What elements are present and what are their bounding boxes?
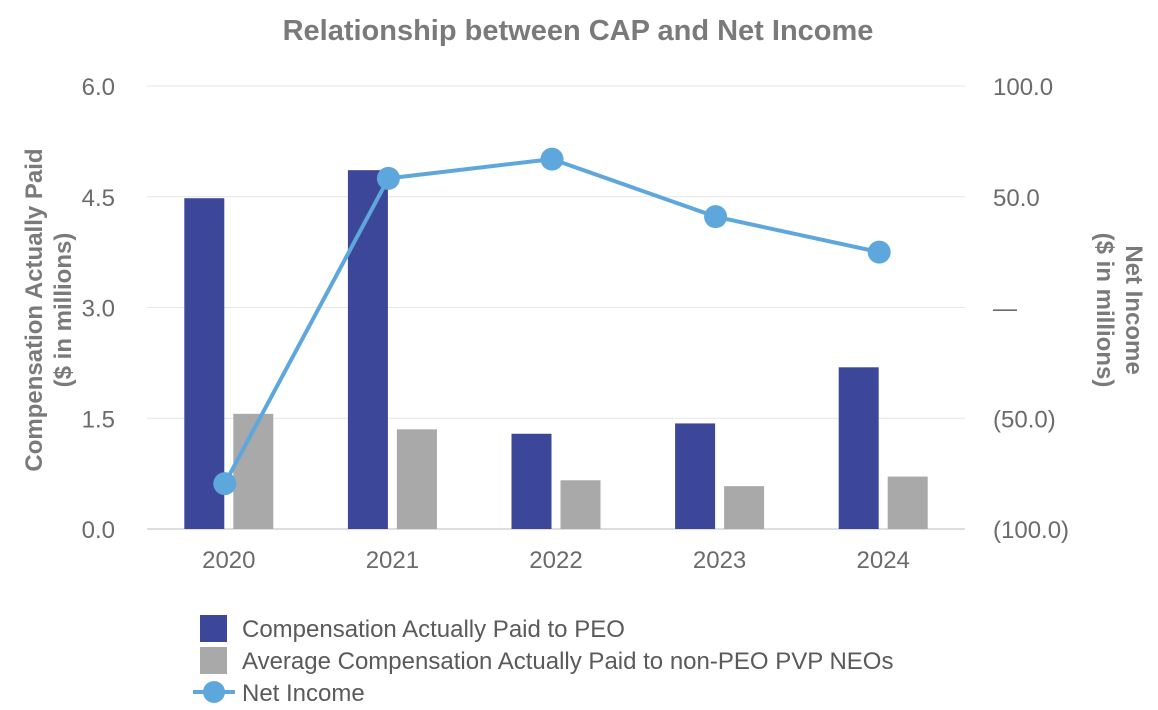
bar-non-peo-cap [724,486,765,529]
left-tick-label: 1.5 [82,406,115,433]
legend-swatch-peo [200,615,227,642]
right-axis-ticks: (100.0) (50.0) — 50.0 100.0 [993,74,1069,544]
right-axis-title-line2: ($ in millions) [1091,233,1118,388]
right-tick-label: (100.0) [993,517,1069,544]
left-tick-label: 0.0 [82,517,115,544]
left-axis-title-line1: Compensation Actually Paid [21,148,48,471]
bar-peo-cap [184,198,225,529]
legend-swatch-non-peo [200,647,227,674]
net-income-point [376,166,400,190]
gridlines [147,85,965,530]
bar-non-peo-cap [887,476,928,529]
net-income-point [704,205,728,229]
legend-marker-net-income [203,681,225,703]
x-axis-labels: 2020 2021 2022 2023 2024 [202,547,910,574]
bar-peo-cap [675,423,716,529]
left-tick-label: 3.0 [82,296,115,323]
legend: Compensation Actually Paid to PEO Averag… [193,615,893,707]
chart-title: Relationship between CAP and Net Income [283,15,874,47]
bar-peo-cap [838,367,879,529]
right-tick-label: 100.0 [993,74,1053,101]
x-tick-label: 2023 [693,547,746,574]
net-income-point [540,147,564,171]
right-tick-label: — [993,296,1017,323]
legend-label-peo: Compensation Actually Paid to PEO [242,616,625,643]
x-tick-label: 2021 [366,547,419,574]
right-tick-label: 50.0 [993,185,1040,212]
right-axis-title-line1: Net Income [1120,245,1147,374]
left-axis-title-line2: ($ in millions) [50,233,77,388]
legend-label-net-income: Net Income [242,680,365,707]
bar-peo-cap [347,170,388,530]
x-tick-label: 2024 [857,547,910,574]
bars [184,170,928,530]
legend-label-non-peo: Average Compensation Actually Paid to no… [242,648,893,675]
net-income-line [213,147,891,496]
x-tick-label: 2022 [529,547,582,574]
net-income-point [867,240,891,264]
bar-peo-cap [511,433,552,529]
x-tick-label: 2020 [202,547,255,574]
right-tick-label: (50.0) [993,406,1056,433]
left-tick-label: 4.5 [82,185,115,212]
net-income-line-path [223,157,880,485]
net-income-point [213,472,237,496]
left-axis-ticks: 0.0 1.5 3.0 4.5 6.0 [82,74,115,544]
left-tick-label: 6.0 [82,74,115,101]
bar-non-peo-cap [560,480,601,529]
bar-non-peo-cap [396,429,437,529]
